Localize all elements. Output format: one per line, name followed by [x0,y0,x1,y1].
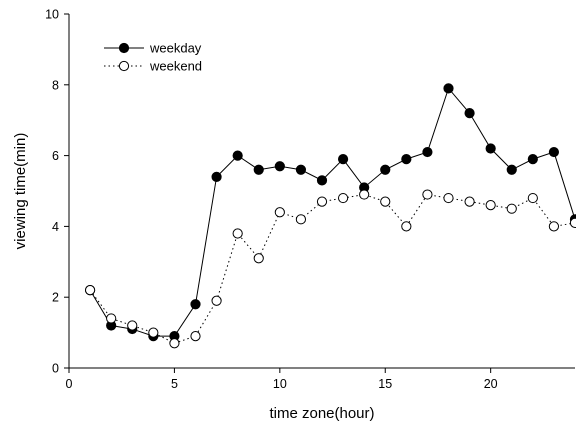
data-point-weekend [316,196,328,207]
x-tick-label: 10 [273,377,287,391]
data-point-weekend [148,327,159,338]
data-point-weekday [548,146,560,158]
data-point-weekday [506,164,517,175]
data-point-weekend [190,331,201,342]
data-point-weekend [569,217,576,228]
series-line-weekday [89,87,576,337]
data-point-weekday [274,161,285,172]
series-weekday [84,83,576,342]
series-layer [84,83,576,349]
y-tick-label: 0 [52,362,59,376]
x-tick-label: 20 [484,377,498,391]
data-point-weekday [232,150,243,161]
legend: weekday weekend [104,41,202,74]
data-point-weekend [485,200,496,211]
x-tick-label: 15 [378,377,392,391]
data-point-weekday [190,299,201,310]
data-point-weekend [464,196,475,207]
data-point-weekday [253,164,264,175]
series-weekend [84,189,576,349]
data-point-weekday [422,146,433,158]
x-tick-label: 0 [66,377,73,391]
data-point-weekend [359,189,370,200]
data-point-weekend [506,203,517,214]
axes: 0 5 10 15 20 0 2 4 6 8 10 [45,8,575,391]
data-point-weekday [485,143,496,154]
data-point-weekday [443,83,454,94]
data-point-weekend [232,228,243,239]
data-point-weekend [422,189,433,200]
data-point-weekend [211,295,222,306]
y-tick-label: 4 [52,220,59,234]
data-point-weekend [401,221,412,232]
data-point-weekday [401,154,412,165]
series-line-weekend [89,193,576,344]
legend-label-weekend: weekend [149,59,202,74]
data-point-weekend [274,207,285,218]
legend-marker-weekday [118,42,130,54]
y-tick-label: 2 [52,291,59,305]
data-point-weekend [127,320,138,331]
data-point-weekend [169,338,180,349]
y-tick-label: 8 [52,78,59,92]
legend-label-weekday: weekday [149,41,202,56]
data-point-weekday [295,164,307,175]
data-point-weekend [380,196,391,207]
data-point-weekend [548,221,560,232]
data-point-weekend [295,214,307,225]
data-point-weekend [253,253,264,264]
data-point-weekend [106,313,117,324]
x-axis-label: time zone(hour) [269,405,374,422]
data-point-weekday [211,171,222,182]
y-tick-label: 6 [52,149,59,163]
data-point-weekday [380,164,391,175]
data-point-weekend [443,192,454,204]
y-axis-label: viewing time(min) [12,133,29,250]
data-point-weekend [337,192,349,204]
data-point-weekday [316,175,328,186]
data-point-weekend [527,192,538,204]
y-tick-label: 10 [45,8,59,22]
data-point-weekday [337,154,349,165]
legend-marker-weekend [118,60,130,72]
data-point-weekend [84,285,96,296]
data-point-weekday [464,108,475,119]
data-point-weekday [527,154,538,165]
x-tick-label: 5 [171,377,178,391]
